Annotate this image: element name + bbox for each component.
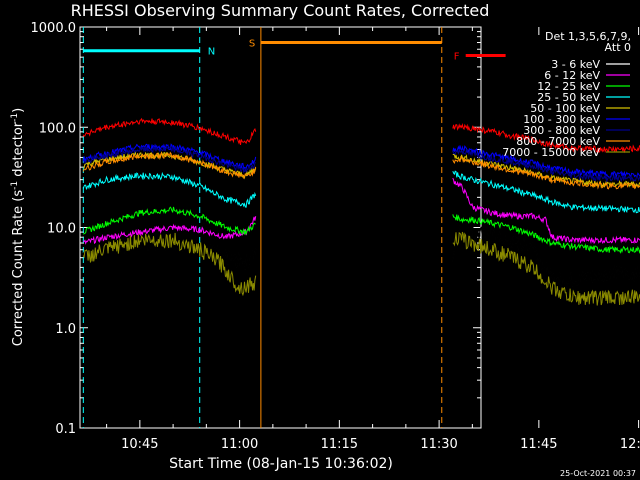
legend-header: Det 1,3,5,6,7,9, xyxy=(545,30,631,43)
timestamp: 25-Oct-2021 00:37 xyxy=(560,469,636,478)
x-tick-label: 11:00 xyxy=(221,437,258,452)
legend-entry-label: 12 - 25 keV xyxy=(537,80,600,93)
x-tick-label: 11:15 xyxy=(321,437,358,452)
x-tick-label: 10:45 xyxy=(121,437,158,452)
legend-entry-label: 300 - 800 keV xyxy=(523,124,600,137)
series-line xyxy=(83,206,640,254)
legend-entry-label: 7000 - 15000 keV xyxy=(502,146,600,159)
y-tick-label: 10.0 xyxy=(47,222,76,237)
legend-entry-label: 50 - 100 keV xyxy=(530,102,600,115)
legend-entry-label: 100 - 300 keV xyxy=(523,113,600,126)
legend-entry-label: 800 - 7000 keV xyxy=(516,135,600,148)
legend-entry-label: 25 - 50 keV xyxy=(537,91,600,104)
series-line xyxy=(82,231,640,306)
chart-title: RHESSI Observing Summary Count Rates, Co… xyxy=(71,1,490,20)
y-axis-label: Corrected Count Rate (s-1 detector-1) xyxy=(10,108,26,346)
flag-label-S: S xyxy=(249,39,255,50)
series-line xyxy=(82,117,640,154)
series-line xyxy=(82,151,640,190)
y-tick-label: 1.0 xyxy=(55,322,76,337)
y-tick-label: 1000.0 xyxy=(31,21,77,36)
x-tick-label: 11:45 xyxy=(520,437,557,452)
y-tick-label: 100.0 xyxy=(39,121,76,136)
y-tick-label: 0.1 xyxy=(55,422,76,437)
plot-area: 0.1 1.0 10.0 100.0 1000.0 10:45 11:00 11:15 11:3… xyxy=(31,21,640,452)
flag-label-N: N xyxy=(208,47,215,58)
series-line xyxy=(83,150,640,189)
flag-label-F: F xyxy=(454,51,460,62)
legend-header: Att 0 xyxy=(605,41,631,54)
legend-entry-label: 3 - 6 keV xyxy=(551,58,600,71)
series-line xyxy=(82,170,640,214)
series-line xyxy=(83,177,640,245)
legend-entry-label: 6 - 12 keV xyxy=(544,69,600,82)
x-axis-label: Start Time (08-Jan-15 10:36:02) xyxy=(169,456,393,472)
x-tick-label: 11:30 xyxy=(420,437,457,452)
x-tick-label: 12:00 xyxy=(620,437,640,452)
series-line xyxy=(83,145,640,184)
